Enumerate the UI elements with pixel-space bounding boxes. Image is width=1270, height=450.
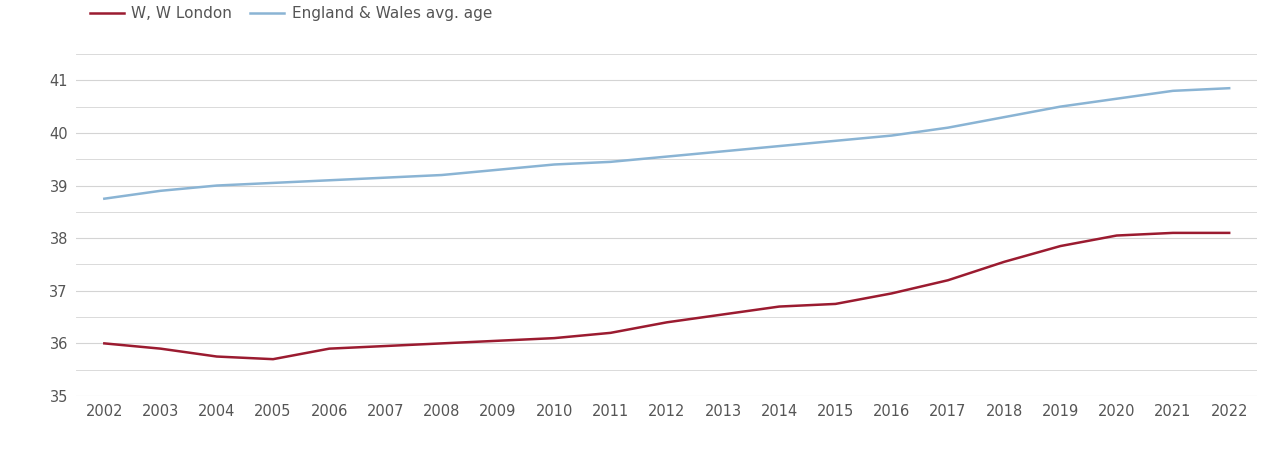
W, W London	[940, 278, 955, 283]
England & Wales avg. age	[434, 172, 450, 178]
W, W London	[772, 304, 787, 309]
England & Wales avg. age	[940, 125, 955, 130]
England & Wales avg. age	[490, 167, 505, 172]
England & Wales avg. age	[1109, 96, 1124, 101]
Line: W, W London: W, W London	[104, 233, 1229, 359]
England & Wales avg. age	[321, 178, 337, 183]
England & Wales avg. age	[97, 196, 112, 202]
W, W London	[884, 291, 899, 296]
W, W London	[1166, 230, 1181, 236]
England & Wales avg. age	[378, 175, 394, 180]
England & Wales avg. age	[152, 188, 168, 194]
W, W London	[265, 356, 281, 362]
England & Wales avg. age	[1053, 104, 1068, 109]
Line: England & Wales avg. age: England & Wales avg. age	[104, 88, 1229, 199]
W, W London	[997, 259, 1012, 265]
W, W London	[97, 341, 112, 346]
W, W London	[603, 330, 618, 336]
England & Wales avg. age	[828, 138, 843, 144]
England & Wales avg. age	[772, 144, 787, 149]
W, W London	[828, 301, 843, 306]
England & Wales avg. age	[1166, 88, 1181, 94]
W, W London	[546, 335, 561, 341]
W, W London	[490, 338, 505, 343]
W, W London	[434, 341, 450, 346]
England & Wales avg. age	[546, 162, 561, 167]
Legend: W, W London, England & Wales avg. age: W, W London, England & Wales avg. age	[84, 0, 498, 27]
England & Wales avg. age	[1222, 86, 1237, 91]
W, W London	[1109, 233, 1124, 238]
W, W London	[321, 346, 337, 351]
England & Wales avg. age	[997, 114, 1012, 120]
W, W London	[378, 343, 394, 349]
England & Wales avg. age	[210, 183, 225, 188]
England & Wales avg. age	[265, 180, 281, 185]
England & Wales avg. age	[603, 159, 618, 165]
England & Wales avg. age	[659, 154, 674, 159]
England & Wales avg. age	[715, 148, 730, 154]
W, W London	[1053, 243, 1068, 249]
W, W London	[715, 312, 730, 317]
W, W London	[1222, 230, 1237, 236]
England & Wales avg. age	[884, 133, 899, 138]
W, W London	[659, 320, 674, 325]
W, W London	[152, 346, 168, 351]
W, W London	[210, 354, 225, 359]
